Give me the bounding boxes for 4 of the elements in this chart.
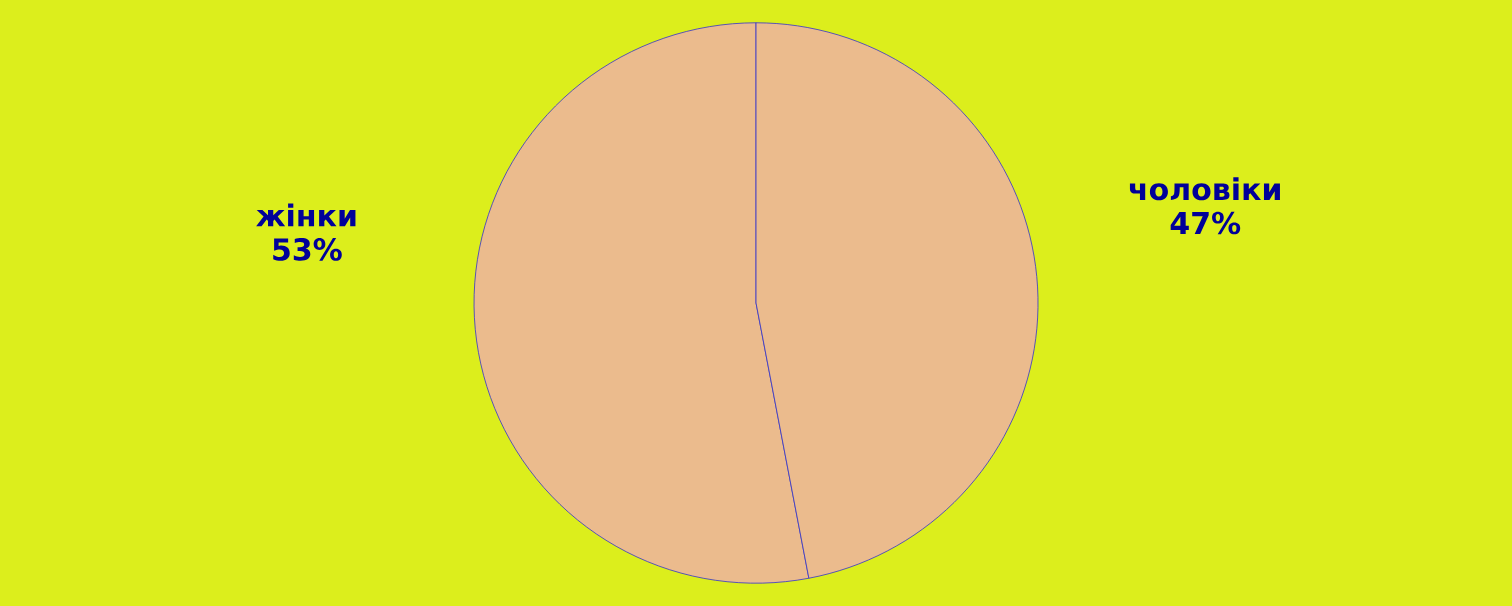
- data-label: 47%: [1170, 211, 1241, 235]
- data-label: 53%: [273, 238, 342, 261]
- slice-label: чоловіки: [1129, 177, 1280, 201]
- slice-label: жінки: [256, 203, 356, 227]
